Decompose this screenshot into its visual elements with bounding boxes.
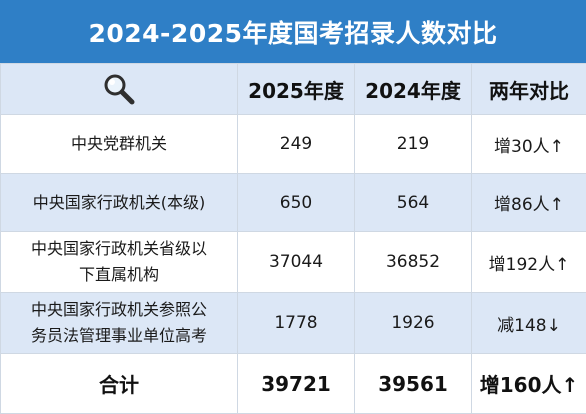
row-name-line: 务员法管理事业单位高考: [31, 326, 207, 345]
value-2024: 564: [355, 174, 472, 232]
magnifier-icon: [101, 72, 137, 106]
header-icon-cell: [1, 64, 238, 115]
value-2024: 219: [355, 115, 472, 174]
row-name: 中央党群机关: [1, 115, 238, 174]
value-2024: 36852: [355, 232, 472, 293]
header-2025: 2025年度: [238, 64, 355, 115]
compare-value: 增30人↑: [472, 115, 586, 174]
row-name: 中央国家行政机关参照公 务员法管理事业单位高考: [1, 293, 238, 354]
total-2025: 39721: [238, 354, 355, 414]
page-title: 2024-2025年度国考招录人数对比: [0, 0, 586, 64]
compare-value: 增192人↑: [472, 232, 586, 293]
value-2025: 1778: [238, 293, 355, 354]
total-compare: 增160人↑: [472, 354, 586, 414]
total-row: 合计 39721 39561 增160人↑: [1, 354, 586, 414]
table-row: 中央国家行政机关(本级) 650 564 增86人↑: [1, 174, 586, 232]
table-row: 中央党群机关 249 219 增30人↑: [1, 115, 586, 174]
value-2025: 650: [238, 174, 355, 232]
compare-value: 增86人↑: [472, 174, 586, 232]
row-name-line: 中央国家行政机关参照公: [31, 300, 207, 319]
table-header-row: 2025年度 2024年度 两年对比: [1, 64, 586, 115]
comparison-table: 2025年度 2024年度 两年对比 中央党群机关 249 219 增30人↑ …: [0, 63, 586, 414]
compare-value: 减148↓: [472, 293, 586, 354]
table-row: 中央国家行政机关省级以 下直属机构 37044 36852 增192人↑: [1, 232, 586, 293]
value-2025: 249: [238, 115, 355, 174]
total-label: 合计: [1, 354, 238, 414]
row-name-line: 中央国家行政机关省级以: [31, 239, 207, 258]
total-2024: 39561: [355, 354, 472, 414]
header-2024: 2024年度: [355, 64, 472, 115]
value-2024: 1926: [355, 293, 472, 354]
header-compare: 两年对比: [472, 64, 586, 115]
table-row: 中央国家行政机关参照公 务员法管理事业单位高考 1778 1926 减148↓: [1, 293, 586, 354]
row-name: 中央国家行政机关省级以 下直属机构: [1, 232, 238, 293]
row-name: 中央国家行政机关(本级): [1, 174, 238, 232]
row-name-line: 下直属机构: [79, 265, 159, 284]
value-2025: 37044: [238, 232, 355, 293]
